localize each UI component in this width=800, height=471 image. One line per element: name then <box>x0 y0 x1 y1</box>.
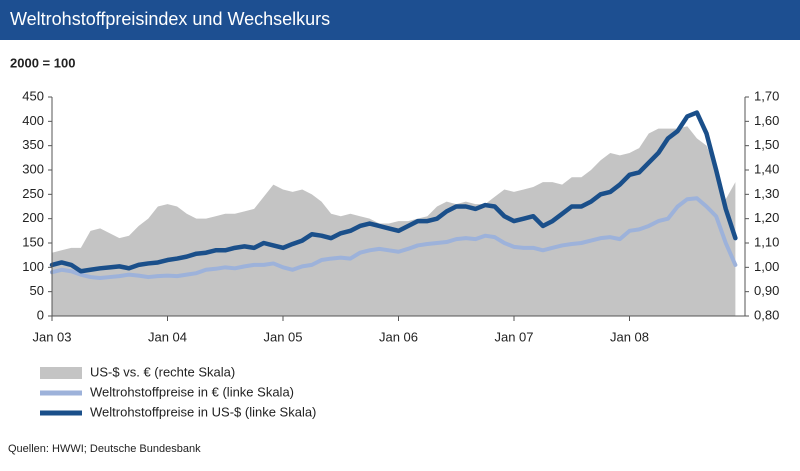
area <box>52 126 736 316</box>
source-note: Quellen: HWWI; Deutsche Bundesbank <box>8 443 201 455</box>
y-tick-label: 250 <box>22 186 44 201</box>
title-bar <box>0 0 800 40</box>
x-tick-label: Jan 03 <box>32 329 71 344</box>
y2-tick-label: 0,80 <box>754 307 779 322</box>
x-tick-label: Jan 08 <box>610 329 649 344</box>
y2-tick-label: 0,90 <box>754 283 779 298</box>
line <box>49 110 738 274</box>
legend-label: US-$ vs. € (rechte Skala) <box>90 364 235 379</box>
y2-tick-label: 1,10 <box>754 234 779 249</box>
y-tick-label: 0 <box>37 307 44 322</box>
y-tick-label: 200 <box>22 210 44 225</box>
y-tick-label: 150 <box>22 234 44 249</box>
y2-tick-label: 1,70 <box>754 88 779 103</box>
legend-swatch <box>40 367 82 379</box>
y-tick-label: 50 <box>30 283 44 298</box>
y2-tick-label: 1,60 <box>754 113 779 128</box>
legend-label: Weltrohstoffpreise in US-$ (linke Skala) <box>90 404 316 419</box>
y-tick-label: 450 <box>22 88 44 103</box>
y2-tick-label: 1,30 <box>754 186 779 201</box>
subtitle: 2000 = 100 <box>10 55 75 70</box>
y2-tick-label: 1,20 <box>754 210 779 225</box>
x-tick-label: Jan 04 <box>148 329 187 344</box>
x-tick-label: Jan 06 <box>379 329 418 344</box>
legend-label: Weltrohstoffpreise in € (linke Skala) <box>90 384 294 399</box>
y2-tick-label: 1,00 <box>754 259 779 274</box>
y2-tick-label: 1,40 <box>754 161 779 176</box>
line <box>50 196 738 281</box>
y-tick-label: 400 <box>22 113 44 128</box>
y-tick-label: 350 <box>22 137 44 152</box>
y-tick-label: 300 <box>22 161 44 176</box>
chart-title: Weltrohstoffpreisindex und Wechselkurs <box>10 9 330 29</box>
x-tick-label: Jan 07 <box>494 329 533 344</box>
y-tick-label: 100 <box>22 259 44 274</box>
x-tick-label: Jan 05 <box>263 329 302 344</box>
y2-tick-label: 1,50 <box>754 137 779 152</box>
